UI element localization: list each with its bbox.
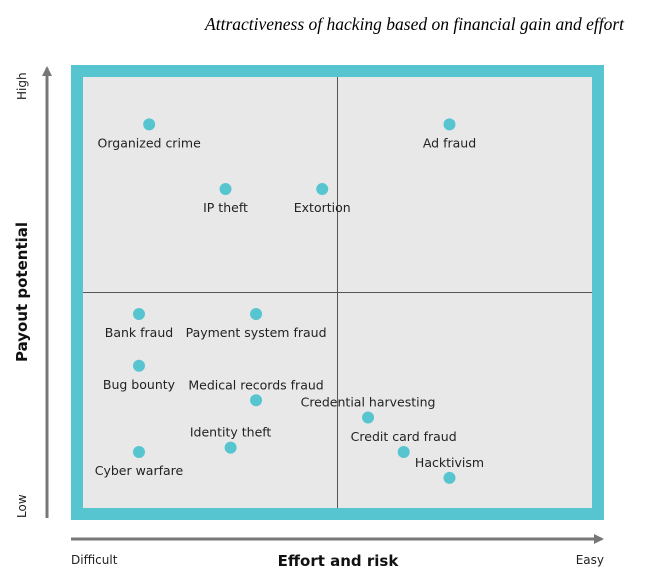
data-point-bug-bounty [132, 359, 145, 372]
chart-title: Attractiveness of hacking based on finan… [205, 14, 624, 34]
data-point-payment-system-fraud [250, 308, 263, 321]
data-point-credential-harvesting [362, 411, 375, 424]
data-label-medical-records-fraud: Medical records fraud [188, 377, 323, 392]
data-point-identity-theft [224, 441, 237, 454]
data-label-cyber-warfare: Cyber warfare [95, 463, 184, 478]
data-points: Organized crime Ad fraud IP theft Extortion… [95, 118, 484, 484]
data-label-extortion: Extortion [294, 200, 351, 215]
data-label-credit-card-fraud: Credit card fraud [351, 429, 457, 444]
data-point-ad-fraud [443, 118, 456, 131]
data-point-bank-fraud [132, 308, 145, 321]
data-point-credit-card-fraud [397, 445, 410, 458]
data-point-ip-theft [219, 183, 232, 196]
y-axis-low-label: Low [15, 494, 29, 518]
data-point-cyber-warfare [132, 445, 145, 458]
y-axis-title: Payout potential [13, 222, 31, 362]
data-label-ip-theft: IP theft [203, 200, 248, 215]
data-point-organized-crime [143, 118, 156, 131]
data-point-medical-records-fraud [250, 394, 263, 407]
data-label-organized-crime: Organized crime [98, 135, 202, 150]
data-label-identity-theft: Identity theft [190, 425, 272, 440]
data-label-credential-harvesting: Credential harvesting [301, 394, 436, 409]
data-label-ad-fraud: Ad fraud [423, 135, 476, 150]
x-axis-title: Effort and risk [278, 552, 400, 570]
x-axis-easy-label: Easy [576, 553, 604, 567]
data-point-hacktivism [443, 471, 456, 484]
x-axis-difficult-label: Difficult [71, 553, 118, 567]
data-label-hacktivism: Hacktivism [415, 455, 484, 470]
data-label-payment-system-fraud: Payment system fraud [186, 325, 327, 340]
data-label-bug-bounty: Bug bounty [103, 377, 176, 392]
data-point-extortion [316, 183, 329, 196]
data-label-bank-fraud: Bank fraud [105, 325, 173, 340]
y-axis-high-label: High [15, 72, 29, 100]
